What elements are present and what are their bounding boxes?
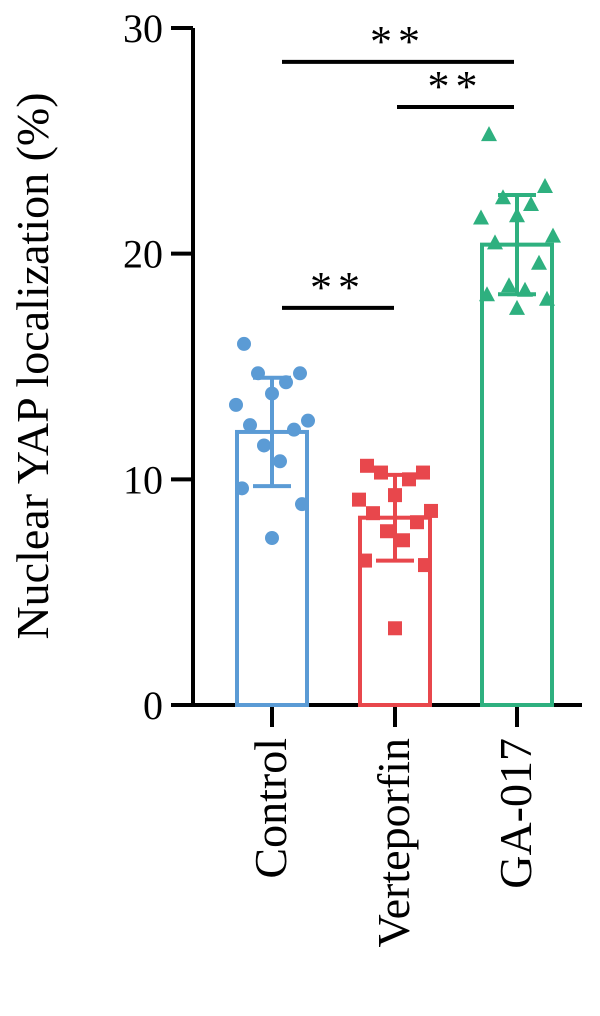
data-point: [523, 196, 539, 212]
data-point: [545, 227, 561, 243]
data-point: [265, 531, 279, 546]
data-point: [358, 553, 372, 568]
y-axis-title: Nuclear YAP localization (%): [7, 92, 58, 639]
data-point: [293, 366, 307, 381]
data-point: [295, 497, 309, 512]
data-point: [396, 533, 410, 548]
data-point: [380, 524, 394, 539]
data-point: [352, 492, 366, 507]
y-tick-label: 10: [123, 457, 163, 502]
data-point: [487, 234, 503, 250]
data-point: [360, 458, 374, 473]
data-point: [473, 209, 489, 225]
significance-label: **: [428, 62, 484, 111]
data-point: [235, 481, 249, 496]
data-point: [273, 454, 287, 469]
x-tick-label: GA-017: [490, 738, 541, 889]
significance-brackets: ******: [282, 17, 514, 312]
data-point: [424, 503, 438, 518]
data-point: [410, 515, 424, 530]
y-axis: 0 10 20 30: [123, 6, 195, 728]
significance-label: **: [310, 263, 366, 312]
y-tick-label: 0: [143, 683, 163, 728]
data-point: [301, 413, 315, 428]
data-point: [243, 418, 257, 433]
data-point: [388, 621, 402, 636]
data-point: [481, 126, 497, 142]
data-point: [539, 290, 555, 306]
data-point: [287, 422, 301, 437]
data-point: [257, 438, 271, 453]
x-tick-label: Verteporfin: [368, 738, 419, 947]
data-point: [418, 558, 432, 573]
data-point: [501, 277, 517, 293]
significance-label: **: [370, 17, 426, 66]
data-point: [366, 506, 380, 521]
data-point: [237, 336, 251, 351]
data-point: [229, 397, 243, 412]
data-point: [509, 299, 525, 315]
x-tick-label: Control: [245, 738, 296, 879]
data-point: [537, 177, 553, 193]
error-bars: [253, 192, 536, 563]
y-tick-label: 20: [123, 232, 163, 277]
data-point: [531, 254, 547, 270]
data-point: [416, 465, 430, 480]
data-point: [479, 286, 495, 302]
data-point: [374, 465, 388, 480]
x-axis: Control Verteporfin GA-017: [193, 703, 582, 947]
y-tick-label: 30: [123, 6, 163, 51]
